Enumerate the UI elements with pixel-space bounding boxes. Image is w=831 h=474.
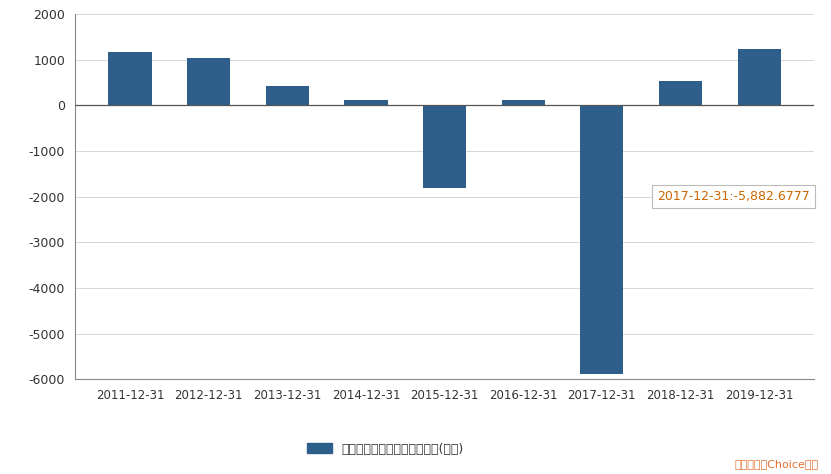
Bar bbox=[108, 52, 152, 106]
Legend: 扣除非经常性损益后的净利润(万元): 扣除非经常性损益后的净利润(万元) bbox=[302, 438, 469, 461]
Bar bbox=[187, 58, 230, 106]
Bar bbox=[659, 81, 702, 106]
Bar bbox=[502, 100, 545, 106]
Bar bbox=[344, 100, 387, 106]
Text: 2017-12-31:-5,882.6777: 2017-12-31:-5,882.6777 bbox=[657, 190, 809, 203]
Bar bbox=[580, 106, 623, 374]
Text: 数据来源：Choice数据: 数据来源：Choice数据 bbox=[735, 459, 819, 469]
Bar bbox=[266, 86, 309, 106]
Bar bbox=[423, 106, 466, 189]
Bar bbox=[737, 49, 781, 106]
